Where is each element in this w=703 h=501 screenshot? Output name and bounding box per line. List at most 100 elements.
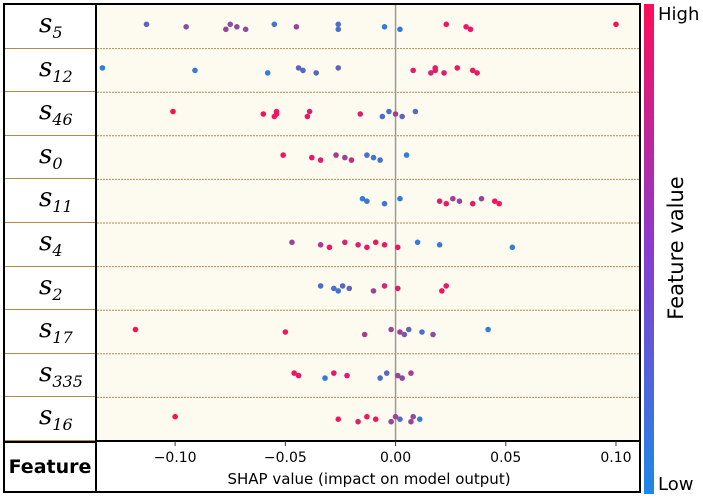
shap-point — [397, 195, 403, 202]
feature-label-16: s16 — [5, 397, 95, 441]
shap-point — [491, 198, 498, 204]
shap-point — [430, 331, 436, 338]
colorbar-gradient — [644, 4, 654, 494]
shap-point — [223, 26, 229, 33]
shap-point — [432, 67, 439, 74]
feature-label-11: s11 — [5, 179, 95, 223]
feature-label-0: s0 — [5, 136, 95, 180]
shap-point — [399, 113, 405, 120]
shap-point — [313, 70, 320, 76]
shap-point — [386, 108, 392, 115]
shap-point — [613, 21, 619, 28]
shap-point — [295, 372, 302, 379]
shap-point — [335, 65, 342, 71]
shap-point — [428, 70, 434, 76]
shap-point — [306, 108, 313, 115]
shap-point — [289, 239, 295, 246]
shap-point — [436, 242, 443, 248]
shap-point — [333, 152, 339, 158]
shap-point — [346, 285, 353, 292]
shap-point — [344, 372, 350, 379]
shap-point — [456, 198, 463, 204]
shap-point — [260, 111, 267, 117]
shap-point — [397, 416, 403, 423]
shap-point — [282, 329, 289, 335]
shap-point — [335, 416, 342, 423]
shap-point — [383, 370, 390, 376]
shap-point — [326, 244, 333, 251]
shap-point — [342, 154, 348, 161]
shap-point — [410, 413, 416, 420]
shap-point — [478, 195, 485, 202]
shap-point — [99, 65, 106, 71]
colorbar-high-label: High — [658, 4, 699, 25]
feature-label-4: s4 — [5, 223, 95, 267]
shap-point — [397, 26, 403, 33]
shap-point — [357, 111, 364, 117]
shap-point — [264, 70, 271, 76]
x-tick-label: −0.05 — [264, 450, 307, 466]
shap-point — [450, 195, 456, 202]
shap-point — [443, 200, 450, 207]
shap-point — [410, 67, 416, 74]
shap-point — [408, 418, 414, 425]
shap-point — [436, 198, 443, 204]
shap-point — [443, 283, 450, 289]
shap-point — [381, 242, 388, 248]
shap-point — [392, 111, 399, 117]
shap-point — [405, 326, 412, 333]
shap-point — [172, 413, 178, 420]
shap-point — [394, 285, 401, 292]
shap-point — [291, 370, 297, 376]
shap-point — [335, 21, 342, 28]
shap-point — [454, 65, 461, 71]
shap-point — [388, 418, 394, 425]
shap-point — [170, 108, 176, 115]
shap-point — [403, 152, 410, 158]
shap-point — [370, 288, 377, 294]
feature-label-17: s17 — [5, 310, 95, 354]
shap-point — [331, 370, 337, 376]
shap-point — [469, 200, 476, 207]
shap-point — [443, 21, 450, 28]
shap-point — [364, 198, 370, 204]
shap-point — [372, 239, 379, 246]
colorbar-svg: High Low Feature value — [644, 4, 699, 495]
shap-point — [416, 416, 423, 423]
shap-point — [335, 288, 342, 294]
shap-point — [392, 413, 399, 420]
shap-point — [474, 70, 480, 76]
feature-column-header: Feature — [5, 441, 97, 491]
shap-point — [227, 21, 234, 28]
scatter-svg: −0.10 −0.05 0.00 0.05 0.10 SHAP value (impact… — [97, 5, 639, 488]
shap-point — [300, 67, 306, 74]
shap-point — [414, 239, 421, 246]
shap-point — [467, 26, 474, 33]
shap-point — [381, 24, 388, 30]
shap-point — [469, 67, 476, 74]
shap-point — [388, 326, 394, 333]
shap-point — [419, 329, 425, 335]
shap-point — [348, 157, 355, 163]
shap-point — [364, 413, 370, 420]
shap-point — [273, 111, 280, 117]
feature-label-335: s335 — [5, 354, 95, 398]
shap-point — [412, 108, 419, 115]
shap-point — [401, 331, 408, 338]
shap-point — [132, 326, 139, 333]
shap-point — [304, 113, 311, 120]
shap-point — [463, 24, 469, 30]
shap-point — [370, 154, 377, 161]
shap-point — [439, 288, 445, 294]
shap-point — [379, 113, 386, 120]
shap-point — [355, 242, 361, 248]
shap-point — [361, 331, 368, 338]
shap-point — [308, 154, 315, 161]
shap-summary-plot: s5 s12 s46 s0 s11 s4 s2 s17 s335 s16 Feature −0.1… — [3, 3, 641, 493]
x-axis-label: SHAP value (impact on model output) — [227, 470, 510, 488]
shap-point — [271, 21, 278, 28]
shap-point — [399, 375, 405, 381]
shap-point — [339, 283, 346, 289]
shap-point — [317, 157, 324, 163]
shap-point — [397, 329, 403, 335]
